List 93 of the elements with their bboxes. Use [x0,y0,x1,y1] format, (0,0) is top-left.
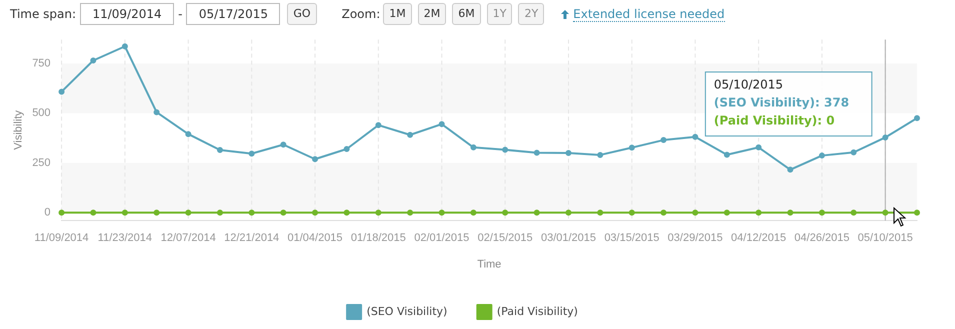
point [344,210,350,216]
point [850,210,857,216]
point [882,134,888,140]
point [882,210,888,216]
point [216,210,223,216]
text: Extended license needed [573,6,725,22]
point [597,210,604,216]
point [660,137,667,144]
point [407,210,414,216]
point [914,210,920,216]
x-tick-label: 04/12/2015 [731,232,786,244]
x-tick-label: 12/07/2014 [160,232,216,244]
point [724,152,730,158]
y-axis-title: Visibility [12,110,25,150]
point [692,210,698,216]
point [756,210,762,216]
x-tick-label: 03/29/2015 [668,232,723,244]
text: - [178,7,182,21]
point [375,122,382,128]
annotation: 05/10/2015 [714,78,784,92]
point [438,210,445,216]
point [438,121,445,128]
y-tick-label: 750 [32,58,51,70]
x-tick-label: 04/26/2015 [794,232,850,244]
point [818,152,825,159]
point [914,115,920,122]
point [185,210,192,216]
point [850,149,857,156]
point [660,210,667,216]
point [502,210,508,216]
text: Zoom: [342,7,380,21]
point [724,210,730,216]
point [280,142,286,148]
legend-label: (SEO Visibility) [366,304,448,318]
point [565,210,572,216]
point [58,88,65,95]
x-tick-label: 02/15/2015 [478,232,533,244]
x-tick-label: 03/01/2015 [540,232,596,244]
point [90,57,96,64]
point [248,150,255,157]
point [470,210,476,216]
x-tick-label: 01/18/2015 [350,232,406,244]
point [756,144,762,150]
annotation: (SEO Visibility): 378 [714,96,850,110]
point [534,150,540,156]
legend-label: (Paid Visibility) [496,304,578,318]
point [692,134,698,140]
point [312,156,318,162]
point [375,210,382,216]
point [154,210,160,216]
point [534,210,540,216]
text: 1Y [486,3,512,25]
point [248,210,255,216]
text: 6M [452,3,481,25]
text: GO [287,3,317,25]
point [216,146,223,153]
y-tick-label: 500 [32,107,51,120]
point [154,109,160,116]
point [597,152,604,158]
text: 11/09/2014 [80,3,174,25]
text: 2Y [518,3,544,25]
text: 1M [383,3,412,25]
point [58,210,65,216]
x-tick-label: 12/21/2014 [224,232,280,244]
point [122,210,128,216]
point [90,210,96,216]
point [787,166,794,173]
x-tick-label: 11/09/2014 [34,232,89,244]
text: 2M [418,3,446,25]
point [502,146,508,153]
y-tick-label: 250 [32,156,51,169]
point [312,210,318,216]
point [787,210,794,216]
point [344,146,350,152]
y-tick-label: 0 [44,206,51,219]
x-axis-title: Time [477,258,502,270]
x-tick-label: 01/04/2015 [287,232,343,244]
point [565,150,572,156]
point [280,210,286,216]
x-tick-label: 05/10/2015 [858,232,913,244]
point [407,132,414,138]
x-tick-label: 03/15/2015 [604,232,660,244]
point [628,210,635,216]
annotation: (Paid Visibility): 0 [714,114,835,128]
point [818,210,825,216]
point [628,144,635,151]
text: Time span: [10,7,76,21]
text: 05/17/2015 [186,3,280,25]
point [122,43,128,50]
x-tick-label: 02/01/2015 [414,232,470,244]
x-tick-label: 11/23/2014 [98,232,152,244]
point [185,131,192,138]
point [470,144,476,150]
